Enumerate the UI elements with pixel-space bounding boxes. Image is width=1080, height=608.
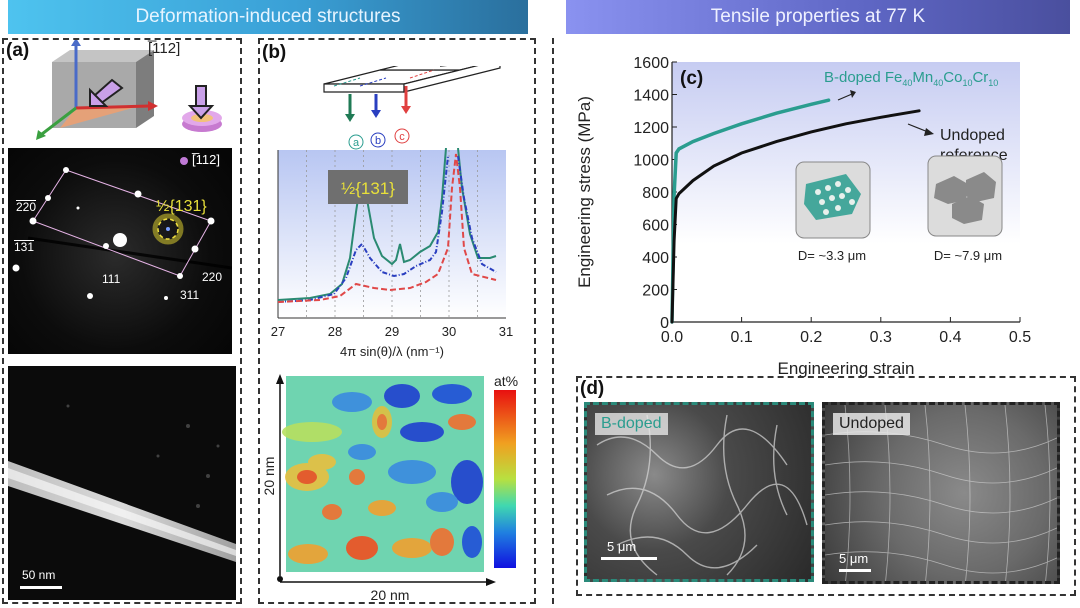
scale-bar bbox=[20, 586, 62, 589]
concentration-map: 20 nm 20 nm at% bbox=[262, 373, 518, 603]
panel-c-label: (c) bbox=[680, 68, 703, 89]
undoped-scale-label: 5 μm bbox=[839, 551, 869, 566]
grain-size-undoped: D= ~7.9 μm bbox=[934, 248, 1002, 263]
superlattice-label: ½{131} bbox=[156, 198, 207, 215]
undoped-label: Undoped bbox=[833, 413, 910, 435]
y-tick-label: 1200 bbox=[633, 120, 669, 137]
grain-undoped-schematic bbox=[927, 155, 1003, 237]
panel-d-label: (d) bbox=[580, 378, 605, 399]
map-y-size: 20 nm bbox=[262, 457, 277, 496]
y-tick-label: 1000 bbox=[633, 153, 669, 170]
scale-bar bbox=[839, 569, 871, 572]
y-tick-label: 200 bbox=[642, 283, 669, 300]
x-tick-label: 0.5 bbox=[1009, 329, 1031, 346]
section-banner-tensile: Tensile properties at 77 K bbox=[566, 0, 1070, 34]
doped-scale-label: 5 μm bbox=[607, 539, 637, 554]
series-b-line bbox=[277, 155, 497, 303]
panel-a-frame bbox=[2, 38, 242, 604]
section-banner-deformation: Deformation-induced structures bbox=[8, 0, 528, 34]
y-tick-label: 800 bbox=[642, 185, 669, 202]
xrd-profile-chart: ½{131} 27 28 29 30 31 4π sin(θ)/λ (nm⁻¹) bbox=[271, 148, 513, 359]
spot-label-111: 111 bbox=[102, 272, 121, 286]
series-c-line bbox=[277, 153, 497, 303]
x-tick-31: 31 bbox=[499, 324, 513, 339]
spot-label-220: 220 bbox=[202, 270, 223, 284]
colorbar-label: at% bbox=[494, 373, 518, 389]
colorbar bbox=[494, 390, 516, 568]
legend-undoped-arrow bbox=[907, 123, 929, 133]
region-marker-c: c bbox=[399, 131, 405, 143]
panel-d-frame bbox=[576, 376, 1076, 596]
x-tick-29: 29 bbox=[385, 324, 399, 339]
series-line-b-doped bbox=[670, 98, 831, 324]
grain-size-doped: D= ~3.3 μm bbox=[798, 248, 866, 263]
x-tick-label: 0.2 bbox=[800, 329, 822, 346]
tensile-chart: 0 200 400 600 800 1000 1200 1400 1600 0.0 0.1 0.2 0… bbox=[575, 55, 1031, 378]
panel-b-frame bbox=[258, 38, 536, 604]
y-tick-label: 400 bbox=[642, 250, 669, 267]
panel-a-label: (a) bbox=[6, 40, 30, 61]
legend-doped-arrow bbox=[837, 93, 853, 101]
peak-label: ½{131} bbox=[341, 179, 395, 198]
map-x-size: 20 nm bbox=[371, 587, 410, 603]
x-tick-30: 30 bbox=[442, 324, 456, 339]
region-marker-b: b bbox=[375, 135, 381, 147]
scale-bar bbox=[601, 557, 657, 560]
diffraction-pattern-image: [̅112] ½{131} 220 131 111 220 311 bbox=[8, 148, 232, 354]
banner-title: Deformation-induced structures bbox=[135, 6, 401, 27]
specimen-schematic: a b c bbox=[323, 66, 501, 150]
y-tick-label: 0 bbox=[660, 315, 669, 332]
x-tick-label: 0.0 bbox=[661, 329, 683, 346]
spot-label-131bar: 131 bbox=[14, 240, 35, 254]
x-tick-label: 0.1 bbox=[730, 329, 752, 346]
x-axis-label: 4π sin(θ)/λ (nm⁻¹) bbox=[340, 344, 444, 359]
scale-bar-label: 50 nm bbox=[22, 568, 56, 582]
axis-arrow-red bbox=[75, 104, 151, 110]
x-tick-28: 28 bbox=[328, 324, 342, 339]
panel-c-frame bbox=[552, 38, 554, 604]
legend-doped: B-doped Fe40Mn40Co10Cr10 bbox=[824, 69, 998, 88]
peak-label-box bbox=[328, 170, 408, 204]
grain-doped-schematic bbox=[795, 161, 871, 239]
x-tick-label: 0.4 bbox=[939, 329, 961, 346]
series-a-line bbox=[277, 148, 497, 301]
dark-field-tem-image: 50 nm bbox=[8, 366, 236, 600]
legend-undoped-line1: Undoped bbox=[940, 127, 1005, 144]
series-line-undoped bbox=[670, 109, 921, 324]
diffraction-zone-axis-label: [̅112] bbox=[192, 152, 220, 167]
x-tick-27: 27 bbox=[271, 324, 285, 339]
axis-arrow-green bbox=[41, 106, 77, 136]
doped-label: B-doped bbox=[595, 413, 668, 435]
superlattice-highlight bbox=[152, 213, 184, 245]
y-tick-label: 1600 bbox=[633, 55, 669, 72]
y-axis-label: Engineering stress (MPa) bbox=[575, 96, 594, 288]
spot-label-311: 311 bbox=[180, 288, 200, 302]
zone-axis-disk-icon bbox=[182, 85, 222, 132]
sem-fractograph-doped: B-doped 5 μm bbox=[584, 402, 814, 582]
sem-fractograph-undoped: Undoped 5 μm bbox=[822, 402, 1060, 584]
y-tick-label: 600 bbox=[642, 218, 669, 235]
spot-label-220bar: 220 bbox=[16, 200, 37, 214]
x-tick-label: 0.3 bbox=[870, 329, 892, 346]
y-tick-label: 1400 bbox=[633, 88, 669, 105]
banner-title: Tensile properties at 77 K bbox=[710, 6, 926, 27]
panel-b-label: (b) bbox=[262, 42, 287, 63]
zone-axis-symbol-icon bbox=[180, 157, 188, 165]
crystal-orientation-schematic bbox=[36, 40, 222, 140]
transmitted-beam-spot bbox=[113, 233, 127, 247]
x-axis-label: Engineering strain bbox=[777, 359, 914, 378]
zone-axis-label: [̅112] bbox=[148, 40, 181, 57]
region-marker-a: a bbox=[353, 137, 360, 149]
